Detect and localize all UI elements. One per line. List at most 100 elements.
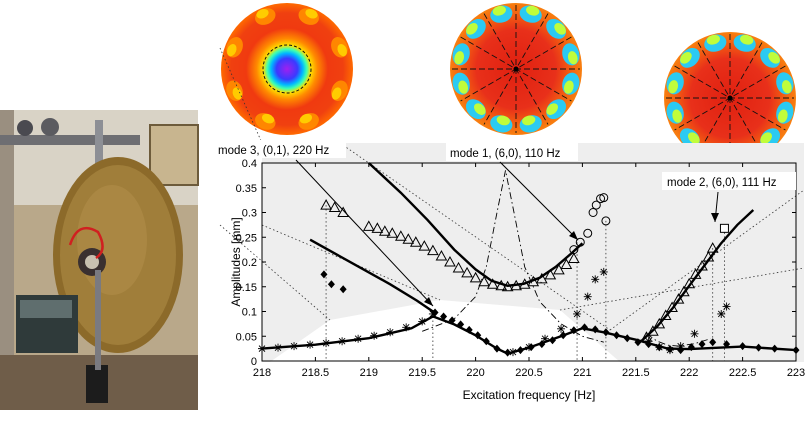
data-point-triangle [394,230,407,241]
y-tick-label: 0.25 [236,232,257,244]
guide-line [219,47,263,144]
x-tick-label: 221 [573,367,591,379]
inset-lobe-core [256,8,269,19]
data-point-triangle [461,266,473,278]
data-point-diamond [723,340,731,349]
data-point-asterisk [428,309,437,318]
data-point-triangle [444,255,456,267]
inset-lobe-core [526,5,540,16]
inset-lobe-core [563,80,574,94]
data-point-triangle [402,233,415,244]
data-point-triangle [683,277,696,289]
data-point-circle [588,208,598,217]
inset-center [727,95,733,101]
data-point-asterisk [274,343,283,352]
inset-lobe-core [299,113,313,124]
fit-curve [640,209,755,343]
data-point-asterisk [655,343,664,352]
data-point-asterisk [541,334,550,343]
data-point-circle [599,193,609,203]
annotation-mode2: mode 2, (6,0), 111 Hz [667,177,777,189]
inset-lobe-core [554,23,566,35]
annotations: mode 3, (0,1), 220 Hz mode 1, (6,0), 110… [214,140,796,307]
data-point-asterisk [690,329,699,338]
data-point-asterisk [583,292,592,301]
y-tick-label: 0.15 [236,282,257,294]
y-tick-label: 0.35 [236,183,257,195]
data-point-triangle [478,275,490,287]
data-point-triangle [495,279,508,291]
data-point-triangle [469,271,482,283]
data-point-diamond [440,312,448,321]
data-point-triangle [371,222,384,233]
data-point-diamond [538,340,546,349]
y-tick-label: 0.2 [242,257,257,269]
annotation-mode3: mode 3, (0,1), 220 Hz [218,145,329,157]
data-point-diamond [548,336,556,345]
data-point-triangle [672,293,685,304]
data-point-asterisk [402,323,411,332]
shaded-region [217,143,804,362]
data-point-triangle [653,317,666,329]
inset-lobe-core [458,80,469,94]
fit-curve [309,238,434,313]
data-point-diamond [755,343,763,352]
data-point-asterisk [354,334,363,343]
fit-curve [422,170,604,343]
data-point-triangle [666,301,678,313]
experiment-photo [0,110,199,410]
data-point-triangle [553,263,565,275]
data-point-asterisk [722,302,731,311]
inset-lobe-core [474,103,486,115]
data-point-triangle [435,250,448,261]
y-tick-label: 0.4 [242,158,257,170]
data-point-triangle [409,236,422,247]
inset-lobe-core [768,52,780,64]
inset-lobe-core [454,51,465,65]
data-point-asterisk [717,309,726,318]
data-point-triangle [560,258,573,269]
inset-lobe-core [261,113,275,124]
data-point-circle [569,245,579,255]
guide-line [219,224,331,321]
data-point-diamond [709,338,717,347]
data-point-circle [575,237,585,247]
data-point-triangle [320,199,332,210]
inset-lobe-core [492,5,506,16]
x-axis-label: Excitation frequency [Hz] [463,388,596,402]
data-point-asterisk [591,275,600,284]
data-point-triangle [386,227,399,238]
data-point-asterisk [525,343,533,352]
data-point-diamond [516,346,524,355]
data-point-asterisk [370,331,379,340]
inset-lobe-core [522,115,536,126]
data-point-triangle [659,309,672,320]
data-point-asterisk [676,342,685,351]
x-tick-label: 223 [787,367,805,379]
data-point-asterisk [338,337,347,346]
y-tick-label: 0.1 [242,307,257,319]
data-point-triangle [518,278,531,289]
x-tick-label: 222 [680,367,698,379]
data-point-asterisk [599,267,608,276]
y-tick-label: 0 [251,356,257,368]
inset-lobe-core [668,80,679,94]
data-point-diamond [698,340,706,349]
inset-lobe-core [331,87,342,100]
data-point-circle [583,228,593,238]
data-point-asterisk [322,339,331,348]
data-point-asterisk [573,309,582,318]
data-point-asterisk [557,324,566,333]
data-point-diamond [771,344,779,353]
y-tick-label: 0.05 [236,331,257,343]
inset-mode2 [664,32,796,164]
inset-lobe-core [706,34,720,45]
data-point-triangle [702,251,715,262]
data-point-diamond [739,342,747,351]
annotation-mode1: mode 1, (6,0), 110 Hz [450,148,561,160]
inset-lobe-core [680,52,692,64]
data-point-triangle [362,220,375,231]
data-point-circle [591,200,601,210]
x-tick-label: 220.5 [515,367,543,379]
